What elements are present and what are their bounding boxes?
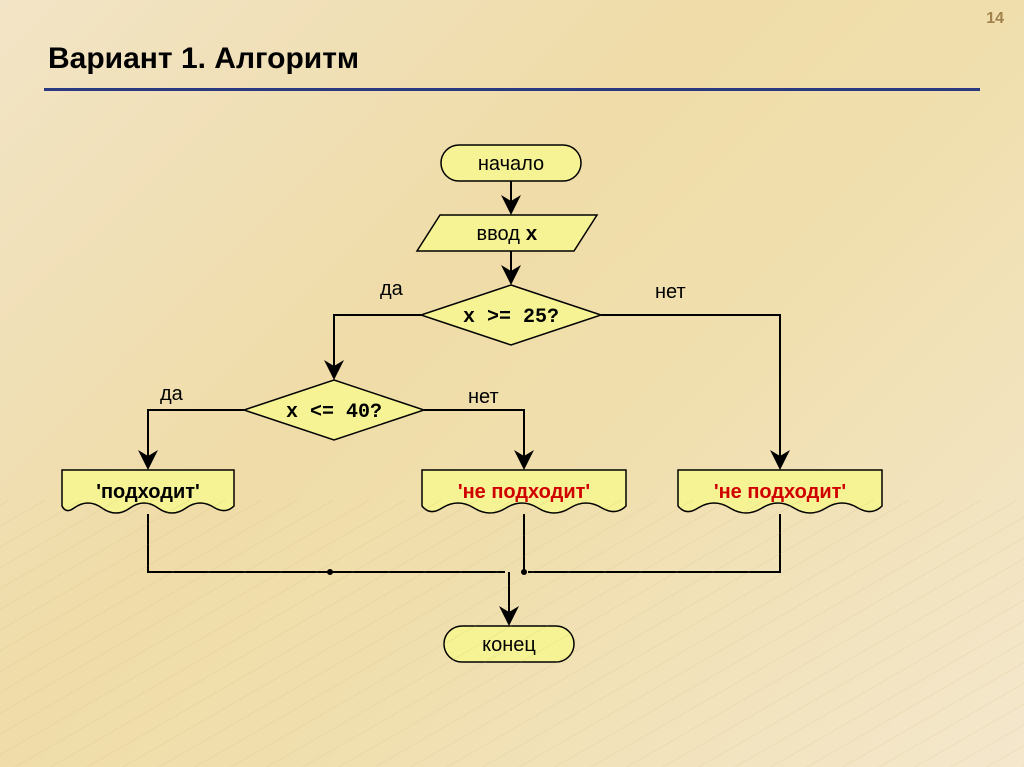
merge-dot — [521, 569, 527, 575]
node-decision-1-label: x >= 25? — [463, 306, 559, 329]
node-input-label-prefix: ввод — [477, 223, 526, 245]
edge — [148, 410, 244, 468]
node-decision-2-label: x <= 40? — [286, 401, 382, 424]
edge-label-no2: нет — [468, 386, 499, 408]
node-output-no1-label: 'не подходит' — [458, 481, 590, 503]
node-input: ввод x — [417, 215, 597, 251]
edge-label-no1: нет — [655, 281, 686, 303]
svg-text:ввод x: ввод x — [477, 223, 538, 247]
edge-label-yes1: да — [380, 278, 404, 300]
node-output-ok-label: 'подходит' — [96, 481, 200, 503]
node-output-no2-label: 'не подходит' — [714, 481, 846, 503]
flowchart-svg: начало ввод x x >= 25? да нет x <= 40? — [0, 0, 1024, 767]
node-output-ok: 'подходит' — [62, 470, 234, 513]
node-decision-2: x <= 40? — [244, 380, 424, 440]
node-output-no2: 'не подходит' — [678, 470, 882, 513]
edge — [148, 514, 505, 572]
node-end-label: конец — [482, 634, 536, 656]
edge — [528, 514, 780, 572]
edge — [424, 410, 524, 468]
node-output-no1: 'не подходит' — [422, 470, 626, 513]
merge-dot — [327, 569, 333, 575]
node-input-label-mono: x — [525, 224, 537, 247]
node-decision-1: x >= 25? — [421, 285, 601, 345]
edge-label-yes2: да — [160, 383, 184, 405]
node-start: начало — [441, 145, 581, 181]
edge — [334, 315, 421, 378]
node-start-label: начало — [478, 153, 544, 175]
slide-page: 14 Вариант 1. Алгоритм начало ввод x x — [0, 0, 1024, 767]
edge — [601, 315, 780, 468]
node-end: конец — [444, 626, 574, 662]
